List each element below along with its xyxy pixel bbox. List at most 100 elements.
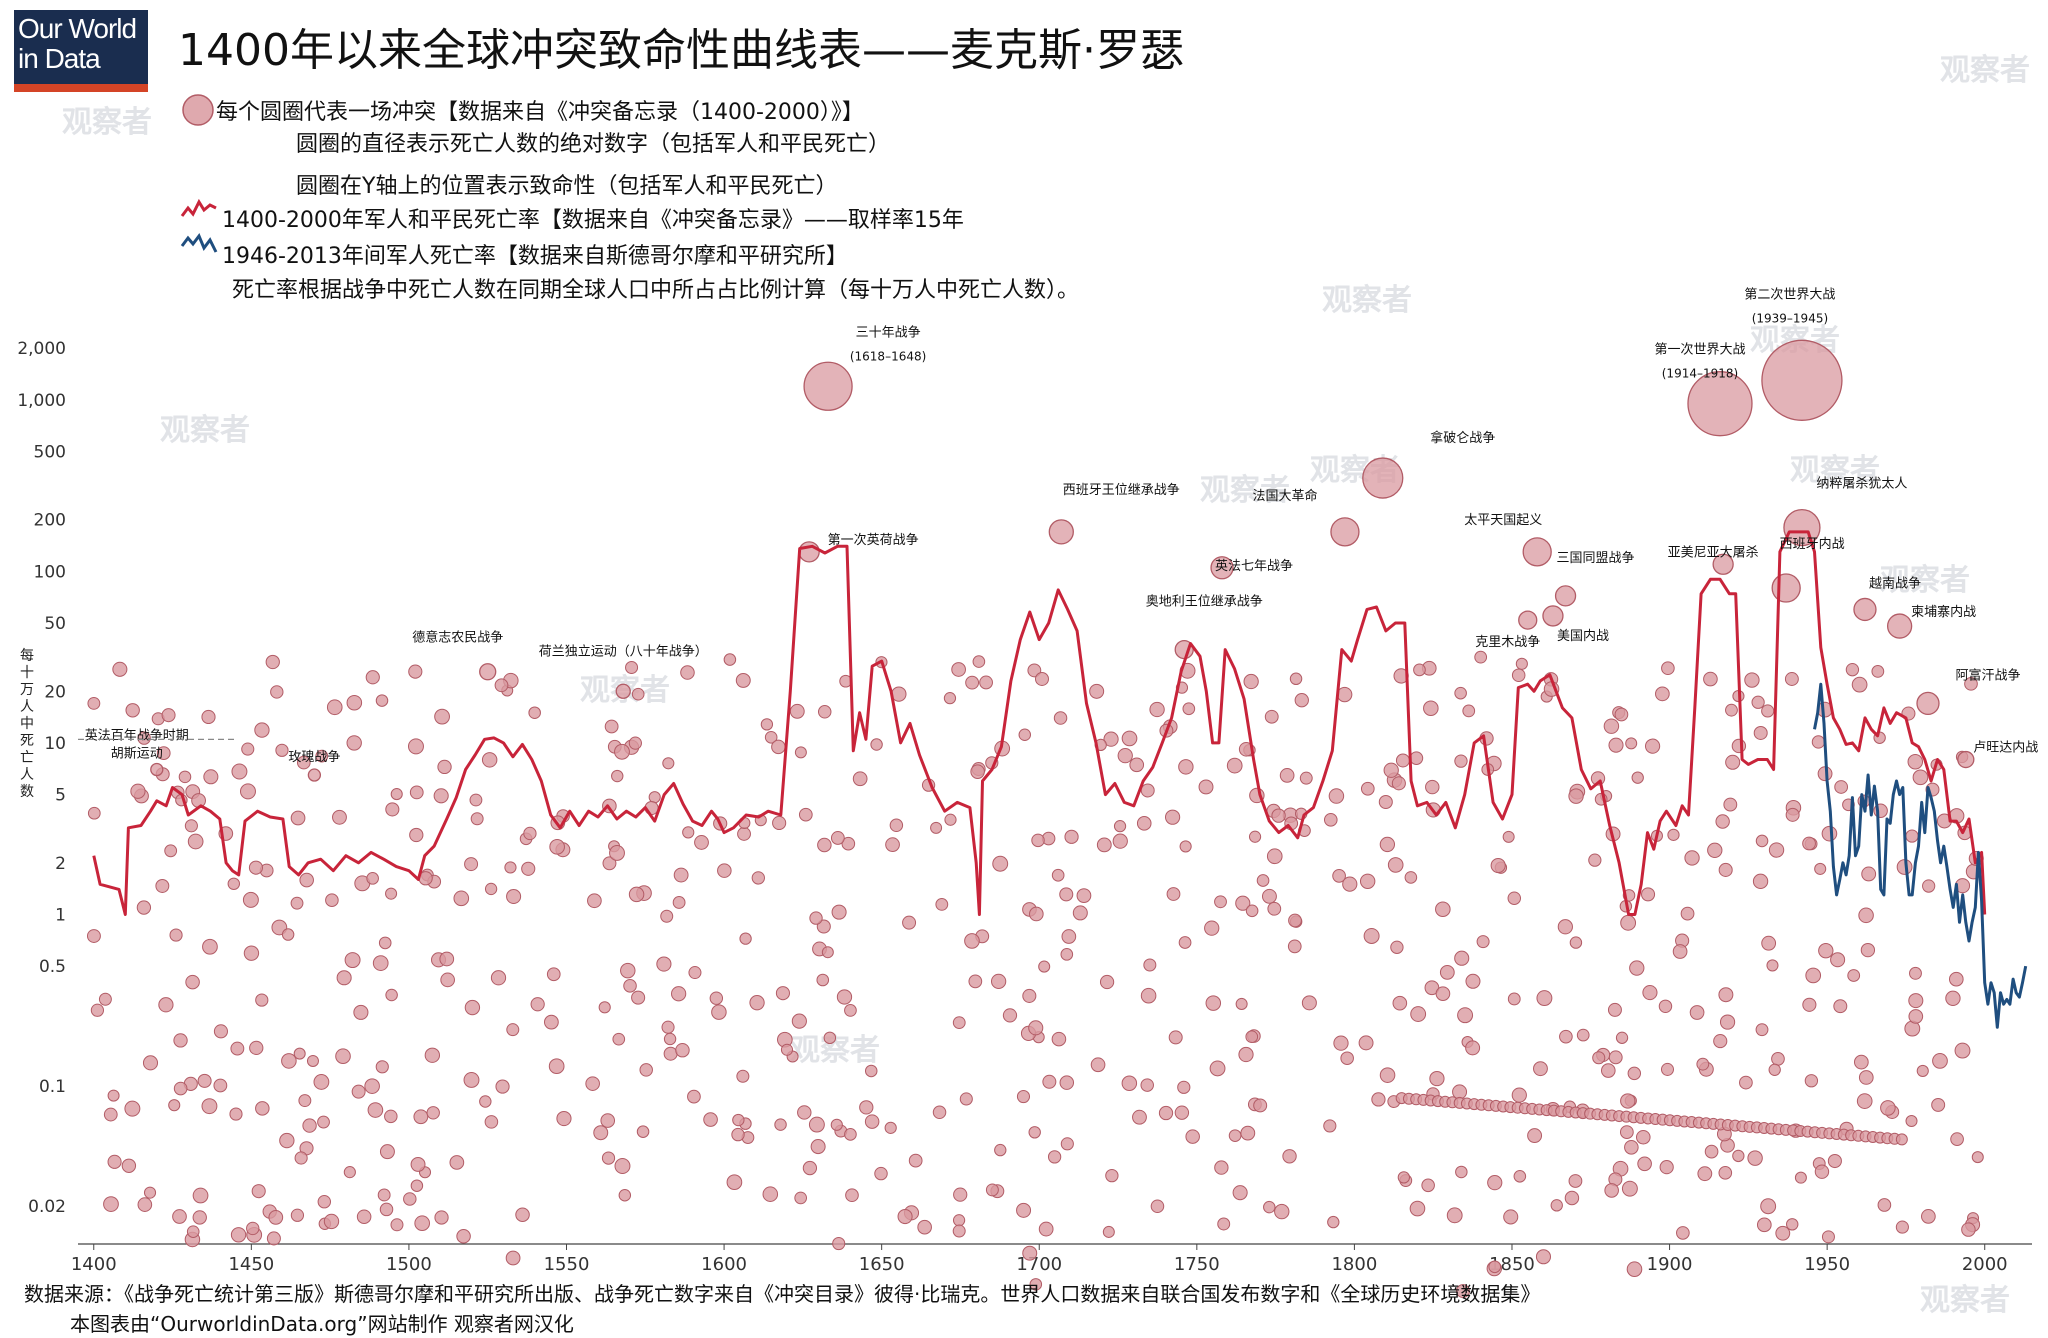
conflict-bubble xyxy=(1718,862,1733,877)
conflict-bubble xyxy=(959,1092,973,1106)
conflict-bubble xyxy=(137,1197,153,1212)
conflict-bubble xyxy=(1921,1209,1936,1224)
conflict-bubble xyxy=(296,755,311,770)
conflict-label-years: (1939–1945) xyxy=(1752,311,1828,325)
conflict-bubble xyxy=(672,896,686,909)
x-tick-label: 2000 xyxy=(1962,1254,2008,1275)
conflict-bubble xyxy=(1042,1074,1057,1089)
conflict-bubble xyxy=(302,1118,317,1133)
conflict-bubble xyxy=(351,1084,366,1099)
conflict-bubble xyxy=(1421,1178,1435,1193)
conflict-bubble xyxy=(317,1115,330,1129)
conflict-label: 卢旺达内战 xyxy=(1973,740,2038,756)
conflict-bubble xyxy=(1016,1090,1031,1104)
conflict-bubble xyxy=(631,990,646,1005)
conflict-bubble xyxy=(1507,992,1521,1006)
conflict-bubble xyxy=(1178,759,1194,775)
conflict-bubble xyxy=(254,722,270,738)
conflict-bubble xyxy=(1689,1005,1705,1020)
conflict-bubble xyxy=(1753,725,1768,740)
watermark-5: 观察者 xyxy=(1200,473,1290,508)
conflict-bubble xyxy=(1912,769,1929,786)
conflict-bubble xyxy=(375,694,389,707)
conflict-bubble xyxy=(434,1210,449,1225)
conflict-bubble xyxy=(344,952,361,969)
conflict-bubble xyxy=(1022,1245,1038,1261)
conflict-bubble xyxy=(528,706,541,719)
conflict-bubble xyxy=(625,661,639,675)
conflict-bubble xyxy=(1099,974,1115,990)
conflict-bubble xyxy=(1895,1220,1909,1234)
conflict-bubble xyxy=(600,1113,616,1128)
conflict-bubble xyxy=(323,1213,340,1230)
conflict-bubble xyxy=(1391,776,1406,791)
conflict-bubble xyxy=(709,991,724,1005)
conflict-bubble xyxy=(1536,990,1553,1007)
conflict-bubble xyxy=(1072,905,1088,921)
conflict-bubble xyxy=(1964,676,1978,691)
conflict-bubble xyxy=(353,1004,369,1020)
conflict-bubble xyxy=(469,793,483,807)
conflict-bubble xyxy=(410,1179,424,1192)
conflict-bubble xyxy=(1569,936,1583,949)
conflict-bubble xyxy=(1038,1221,1054,1237)
conflict-bubble xyxy=(1132,1109,1147,1125)
conflict-bubble xyxy=(1909,966,1922,980)
conflict-bubble-labelled xyxy=(1761,339,1843,421)
conflict-bubble xyxy=(1564,1190,1580,1206)
legend-bubble-icon xyxy=(182,94,214,126)
conflict-bubble xyxy=(1490,857,1506,874)
conflict-bubble xyxy=(1332,869,1346,883)
conflict-bubble xyxy=(112,661,128,677)
conflict-bubble xyxy=(87,806,101,820)
conflict-bubble xyxy=(523,826,537,841)
conflict-bubble xyxy=(379,1144,395,1160)
conflict-bubble xyxy=(1158,1105,1174,1121)
conflict-bubble xyxy=(979,675,993,690)
conflict-bubble xyxy=(1102,1225,1115,1238)
conflict-bubble xyxy=(723,653,737,666)
conflict-bubble-labelled xyxy=(803,361,853,411)
owid-logo[interactable]: Our World in Data xyxy=(14,10,148,92)
conflict-bubble xyxy=(1697,1166,1713,1182)
conflict-bubble xyxy=(201,1098,218,1115)
conflict-bubble xyxy=(346,694,363,711)
conflict-bubble xyxy=(372,955,389,971)
conflict-bubble xyxy=(1600,1063,1616,1078)
conflict-bubble xyxy=(142,1055,159,1071)
conflict-bubble-labelled xyxy=(1210,556,1234,580)
conflict-bubble xyxy=(832,1237,846,1251)
conflict-bubble xyxy=(1732,1149,1745,1163)
conflict-label-years: (1618–1648) xyxy=(850,349,926,363)
conflict-bubble xyxy=(1785,807,1800,822)
conflict-bubble xyxy=(726,1174,743,1191)
conflict-bubble xyxy=(203,769,219,785)
conflict-bubble xyxy=(1446,1207,1463,1224)
conflict-bubble xyxy=(470,812,484,826)
x-tick-label: 1900 xyxy=(1647,1254,1693,1275)
conflict-bubble xyxy=(243,945,260,961)
conflict-bubble xyxy=(1022,988,1037,1003)
conflict-bubble xyxy=(281,928,295,941)
conflict-bubble xyxy=(136,900,152,915)
conflict-label: 德意志农民战争 xyxy=(412,630,503,646)
conflict-bubble xyxy=(1637,1156,1652,1172)
conflict-bubble xyxy=(299,872,314,888)
conflict-bubble xyxy=(1624,1140,1639,1155)
conflict-bubble xyxy=(663,1046,678,1061)
conflict-bubble xyxy=(1626,1261,1643,1277)
conflict-bubble xyxy=(1771,1051,1785,1066)
conflict-bubble xyxy=(1635,1129,1651,1145)
conflict-bubble xyxy=(440,972,455,988)
conflict-bubble xyxy=(317,1194,332,1209)
conflict-bubble xyxy=(227,877,241,891)
conflict-bubble xyxy=(1858,1070,1874,1085)
conflict-bubble xyxy=(964,933,980,949)
conflict-bubble xyxy=(413,1109,429,1125)
conflict-bubble xyxy=(1409,1200,1426,1217)
conflict-bubble xyxy=(1821,1230,1835,1244)
conflict-bubble xyxy=(169,928,183,942)
conflict-bubble-labelled xyxy=(1554,585,1577,607)
conflict-label: 荷兰独立运动（八十年战争） xyxy=(539,644,708,659)
conflict-bubble xyxy=(1761,704,1775,718)
